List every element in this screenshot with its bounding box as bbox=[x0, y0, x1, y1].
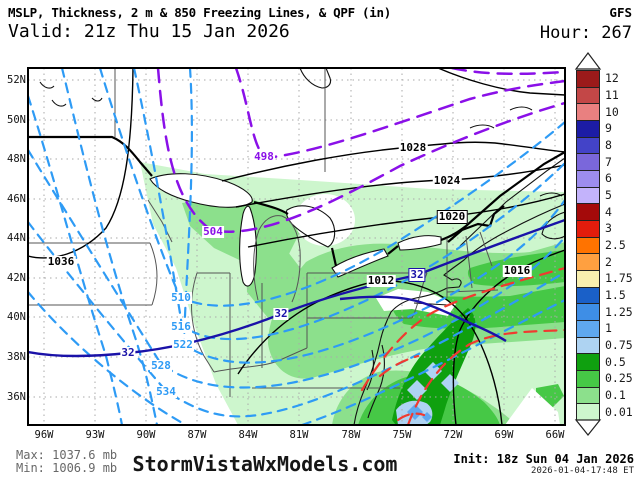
lon-tick-label: 90W bbox=[136, 429, 156, 441]
colorbar-value: 1.5 bbox=[605, 288, 626, 302]
mslp-min-value: Min: 1006.9 mb bbox=[16, 461, 118, 475]
thickness-lines bbox=[28, 68, 565, 425]
colorbar-value: 1.25 bbox=[605, 304, 633, 319]
colorbar-value: 2.5 bbox=[605, 238, 626, 252]
thickness-extra2 bbox=[28, 94, 124, 425]
lon-tick-label: 84W bbox=[238, 429, 258, 441]
colorbar-value: 0.25 bbox=[605, 371, 633, 386]
thickness-extra1 bbox=[60, 68, 159, 425]
isobar-1024 bbox=[235, 164, 565, 208]
colorbar-value: 2 bbox=[605, 254, 612, 269]
colorbar-value: 7 bbox=[605, 154, 612, 169]
lat-tick-label: 52N bbox=[7, 74, 26, 86]
colorbar-value: 4 bbox=[605, 204, 612, 219]
thickness-522 bbox=[182, 68, 565, 364]
model-name: GFS bbox=[609, 5, 632, 20]
init-time: Init: 18z Sun 04 Jan 2026 bbox=[453, 452, 634, 466]
colorbar-swatch bbox=[576, 370, 600, 388]
colorbar-swatch bbox=[576, 103, 600, 121]
colorbar-swatch bbox=[576, 353, 600, 371]
lon-tick-label: 66W bbox=[545, 429, 565, 441]
thickness-528 bbox=[28, 148, 565, 389]
site-watermark: StormVistaWxModels.com bbox=[132, 452, 398, 476]
lat-tick-label: 42N bbox=[7, 272, 26, 284]
colorbar-bottom-arrow bbox=[574, 419, 602, 436]
colorbar-swatch bbox=[576, 136, 600, 155]
page-title: MSLP, Thickness, 2 m & 850 Freezing Line… bbox=[8, 5, 391, 20]
thickness-516 bbox=[132, 68, 565, 341]
thickness-504 bbox=[156, 68, 565, 233]
colorbar-swatch bbox=[576, 336, 600, 355]
colorbar-value: 1.75 bbox=[605, 271, 633, 286]
colorbar-swatch bbox=[576, 270, 600, 288]
colorbar-swatch bbox=[576, 220, 600, 238]
map-frame bbox=[27, 67, 566, 426]
lon-tick-label: 96W bbox=[34, 429, 54, 441]
colorbar-swatch bbox=[576, 286, 600, 305]
colorbar-swatch bbox=[576, 386, 600, 405]
lat-tick-label: 44N bbox=[7, 232, 26, 244]
lat-tick-label: 36N bbox=[7, 391, 26, 403]
colorbar-swatch bbox=[576, 153, 600, 171]
colorbar-value: 0.5 bbox=[605, 354, 626, 369]
colorbar-value: 0.01 bbox=[605, 404, 633, 419]
colorbar-swatch bbox=[576, 236, 600, 255]
colorbar-swatch bbox=[576, 70, 600, 88]
colorbar-value: 12 bbox=[605, 71, 619, 86]
thickness-540a bbox=[28, 290, 188, 425]
isobar-1016 bbox=[452, 249, 565, 425]
lat-tick-label: 50N bbox=[7, 114, 26, 126]
colorbar-swatch bbox=[576, 203, 600, 221]
weather-map bbox=[27, 67, 566, 426]
lon-tick-label: 81W bbox=[289, 429, 309, 441]
colorbar-swatch bbox=[576, 303, 600, 321]
mslp-max-value: Max: 1037.6 mb bbox=[16, 448, 118, 462]
colorbar-value: 1 bbox=[605, 321, 612, 336]
colorbar-value: 0.75 bbox=[605, 338, 633, 352]
lat-tick-label: 38N bbox=[7, 351, 26, 363]
thickness-492 bbox=[450, 68, 565, 76]
thickness-lines-cold bbox=[156, 68, 565, 233]
lon-tick-label: 78W bbox=[341, 429, 361, 441]
thickness-510 bbox=[98, 68, 565, 307]
lat-tick-label: 48N bbox=[7, 153, 26, 165]
colorbar-swatch bbox=[576, 253, 600, 271]
colorbar-top-arrow bbox=[574, 52, 602, 70]
lon-tick-label: 72W bbox=[443, 429, 463, 441]
lon-tick-label: 69W bbox=[494, 429, 514, 441]
isobar-1032 bbox=[437, 68, 565, 96]
colorbar-value: 6 bbox=[605, 171, 612, 186]
thickness-498 bbox=[234, 68, 565, 160]
colorbar-value: 5 bbox=[605, 188, 612, 202]
colorbar-value: 9 bbox=[605, 121, 612, 136]
thickness-540b bbox=[300, 298, 565, 425]
lake-michigan bbox=[239, 205, 257, 287]
generated-timestamp: 2026-01-04-17:48 ET bbox=[531, 466, 634, 476]
lon-tick-label: 75W bbox=[392, 429, 412, 441]
thickness-534 bbox=[28, 220, 565, 418]
colorbar-value: 10 bbox=[605, 104, 619, 119]
colorbar-swatch bbox=[576, 186, 600, 205]
colorbar-value: 11 bbox=[605, 88, 619, 102]
valid-time: Valid: 21z Thu 15 Jan 2026 bbox=[8, 21, 290, 42]
forecast-hour: Hour: 267 bbox=[539, 23, 632, 43]
lat-tick-label: 46N bbox=[7, 193, 26, 205]
colorbar-value: 8 bbox=[605, 138, 612, 152]
freezing-850-lines bbox=[360, 266, 565, 425]
lake-superior bbox=[149, 173, 253, 208]
lon-tick-label: 87W bbox=[187, 429, 207, 441]
colorbar-swatch bbox=[576, 320, 600, 338]
colorbar-value: 0.1 bbox=[605, 388, 626, 402]
lon-tick-label: 93W bbox=[85, 429, 105, 441]
isobar-1028 bbox=[221, 141, 565, 182]
colorbar-value: 3 bbox=[605, 221, 612, 236]
colorbar-swatch bbox=[576, 170, 600, 188]
latlon-grid bbox=[28, 68, 565, 425]
colorbar-swatch bbox=[576, 120, 600, 138]
lat-tick-label: 40N bbox=[7, 311, 26, 323]
lake-ontario bbox=[397, 235, 442, 251]
colorbar-swatch bbox=[576, 86, 600, 105]
